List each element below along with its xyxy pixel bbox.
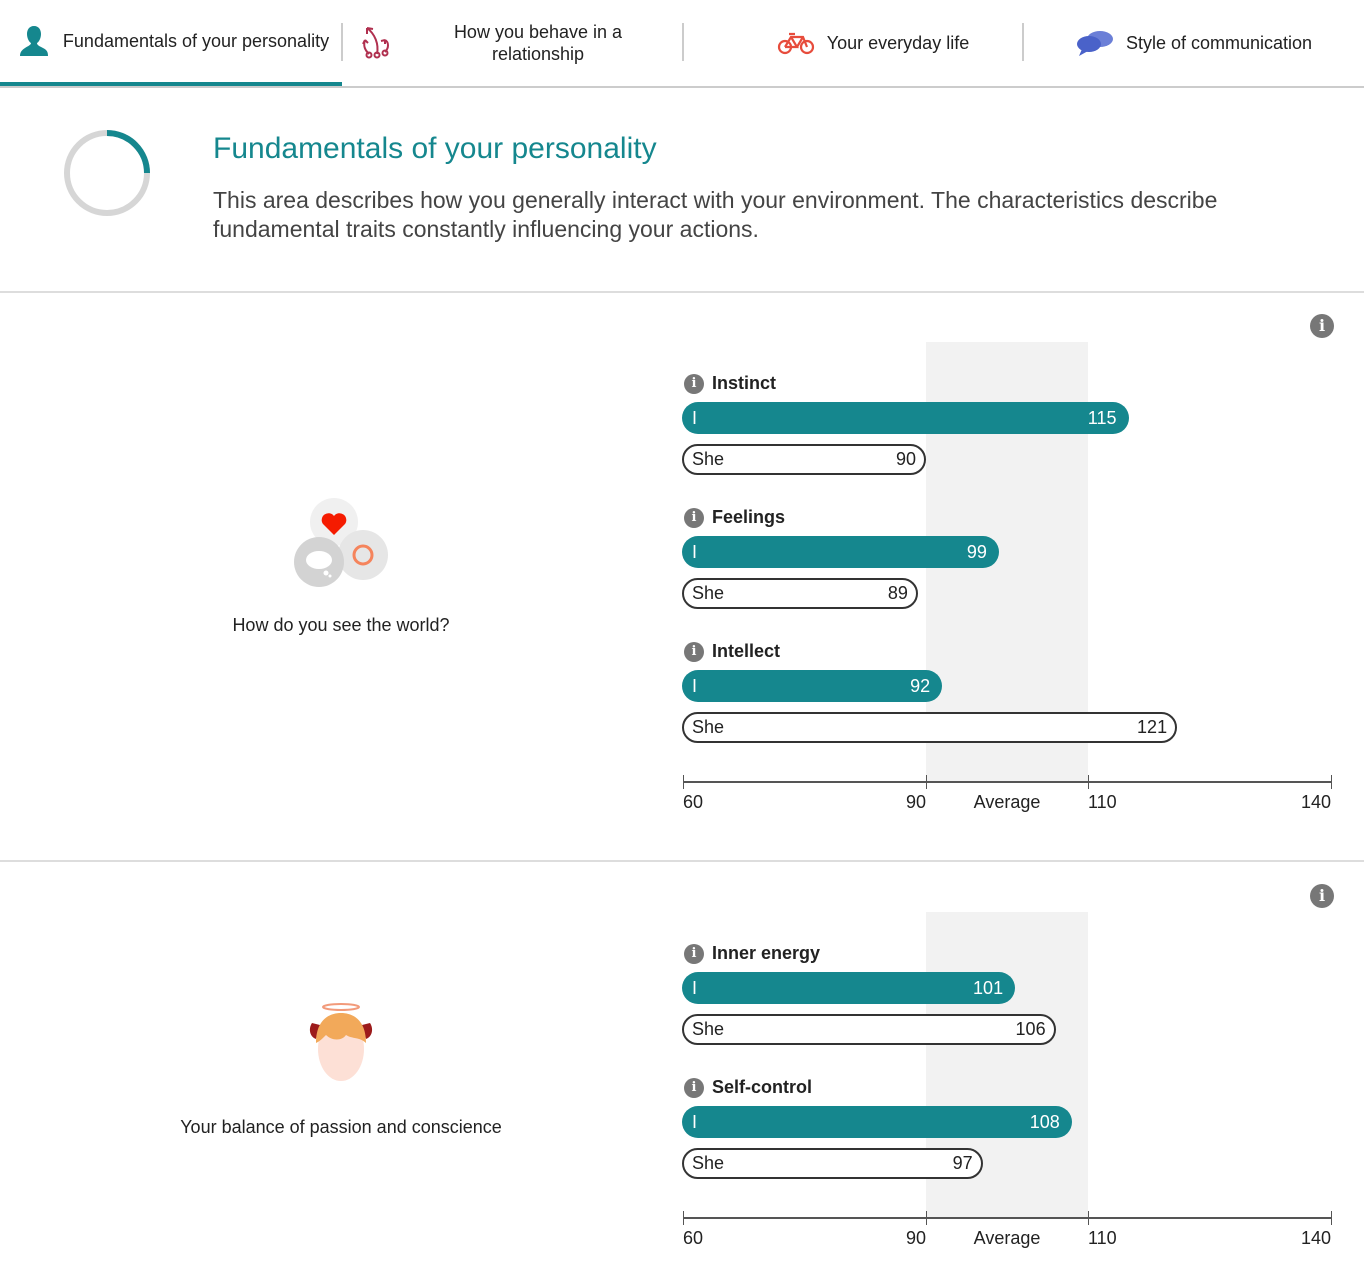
axis-tick — [682, 775, 684, 789]
bar-label: I — [692, 541, 698, 562]
intro-section: Fundamentals of your personality This ar… — [0, 88, 1364, 293]
group-label: i Feelings — [684, 507, 785, 528]
bar-label: She — [692, 1153, 725, 1173]
group-name: Inner energy — [712, 943, 821, 963]
tab-fundamentals[interactable]: Fundamentals of your personality — [0, 0, 342, 86]
bar-value: 115 — [1087, 407, 1117, 428]
bar-label: She — [692, 1019, 725, 1039]
info-icon[interactable]: i — [684, 507, 704, 528]
info-icon[interactable]: i — [684, 1077, 704, 1098]
x-axis — [683, 1217, 1331, 1219]
bar-value: 108 — [1029, 1111, 1060, 1132]
bar-me: I 101 — [682, 972, 1016, 1004]
bar-value: 121 — [1137, 717, 1168, 737]
bar-value: 92 — [910, 675, 931, 696]
bar-me: I 115 — [682, 402, 1129, 434]
tick-label: 90 — [905, 792, 926, 812]
bar-value: 90 — [895, 449, 916, 469]
info-icon[interactable]: i — [1310, 314, 1334, 338]
group-name: Feelings — [712, 507, 786, 527]
bar-label: She — [692, 583, 725, 603]
bar-label: I — [692, 407, 698, 428]
page-description: This area describes how you generally in… — [213, 187, 1218, 242]
world-view-illustration — [294, 498, 388, 587]
tick-label: Average — [973, 792, 1041, 812]
section-passion-conscience: i Your balance of passion and conscience… — [0, 863, 1364, 1282]
tick-label: 110 — [1088, 1228, 1117, 1248]
bar-value: 106 — [1015, 1019, 1046, 1039]
tab-label: How you behave in a relationship — [453, 22, 623, 64]
bar-she: She 121 — [682, 712, 1178, 743]
tab-label: Style of communication — [1125, 33, 1313, 53]
tick-label: Average — [973, 1228, 1041, 1248]
page-title: Fundamentals of your personality — [213, 132, 657, 165]
group-label: i Inner energy — [684, 943, 820, 964]
arrows-icon — [362, 27, 389, 59]
bar-me: I 108 — [682, 1106, 1072, 1138]
group-label: i Instinct — [684, 373, 776, 394]
tab-everyday-life[interactable]: Your everyday life — [684, 0, 1022, 86]
axis-tick — [925, 1211, 927, 1225]
angel-devil-illustration — [309, 1003, 373, 1081]
bar-label: She — [692, 449, 725, 469]
bar-label: I — [692, 977, 698, 998]
bar-value: 89 — [887, 583, 908, 603]
axis-tick — [1087, 775, 1089, 789]
bar-value: 99 — [966, 541, 987, 562]
x-axis — [683, 781, 1331, 783]
tick-label: 60 — [683, 792, 704, 812]
bar-value: 101 — [973, 977, 1004, 998]
group-label: i Intellect — [684, 641, 780, 662]
bar-label: I — [692, 675, 698, 696]
tick-label: 110 — [1088, 792, 1117, 812]
axis-tick — [1330, 1211, 1332, 1225]
info-icon[interactable]: i — [684, 373, 704, 394]
bar-label: I — [692, 1111, 698, 1132]
info-icon[interactable]: i — [684, 943, 704, 964]
section-caption: Your balance of passion and conscience — [180, 1117, 502, 1137]
axis-tick — [1330, 775, 1332, 789]
tick-label: 140 — [1300, 1228, 1331, 1248]
section-caption: How do you see the world? — [232, 615, 450, 635]
tab-bar: Fundamentals of your personality How you… — [0, 0, 1364, 88]
group-name: Intellect — [712, 641, 781, 661]
bar-value: 97 — [952, 1153, 973, 1173]
tick-label: 140 — [1300, 792, 1331, 812]
group-name: Self-control — [712, 1077, 813, 1097]
section-world-view: i How do you see the world? i Instinct I 11… — [0, 293, 1364, 862]
progress-ring — [64, 130, 150, 216]
tab-communication[interactable]: Style of communication — [1024, 0, 1364, 86]
tab-relationship[interactable]: How you behave in a relationship — [343, 0, 683, 86]
bar-she: She 106 — [682, 1014, 1056, 1045]
info-icon[interactable]: i — [1310, 884, 1334, 908]
tick-label: 60 — [683, 1228, 704, 1248]
axis-tick — [682, 1211, 684, 1225]
bicycle-icon — [777, 32, 814, 55]
axis-tick — [925, 775, 927, 789]
tab-label: Fundamentals of your personality — [62, 31, 330, 51]
bar-she: She 90 — [682, 444, 926, 475]
group-name: Instinct — [712, 373, 777, 393]
chart-passion-conscience: i Inner energy I 101 She 106 i Self-control I 108… — [0, 863, 1364, 1282]
bar-me: I 99 — [682, 536, 999, 568]
chart-world-view: i Instinct I 115 She 90 i Feelings I 99 She 89 i Inte… — [0, 293, 1364, 860]
group-label: i Self-control — [684, 1077, 812, 1098]
axis-tick — [1087, 1211, 1089, 1225]
bar-me: I 92 — [682, 670, 943, 702]
info-icon[interactable]: i — [684, 641, 704, 662]
tick-label: 90 — [905, 1228, 926, 1248]
bar-label: She — [692, 717, 725, 737]
bar-she: She 89 — [682, 578, 918, 609]
tab-label: Your everyday life — [826, 33, 970, 53]
person-icon — [20, 26, 48, 56]
speech-bubbles-icon — [1076, 31, 1113, 56]
bar-she: She 97 — [682, 1148, 983, 1179]
